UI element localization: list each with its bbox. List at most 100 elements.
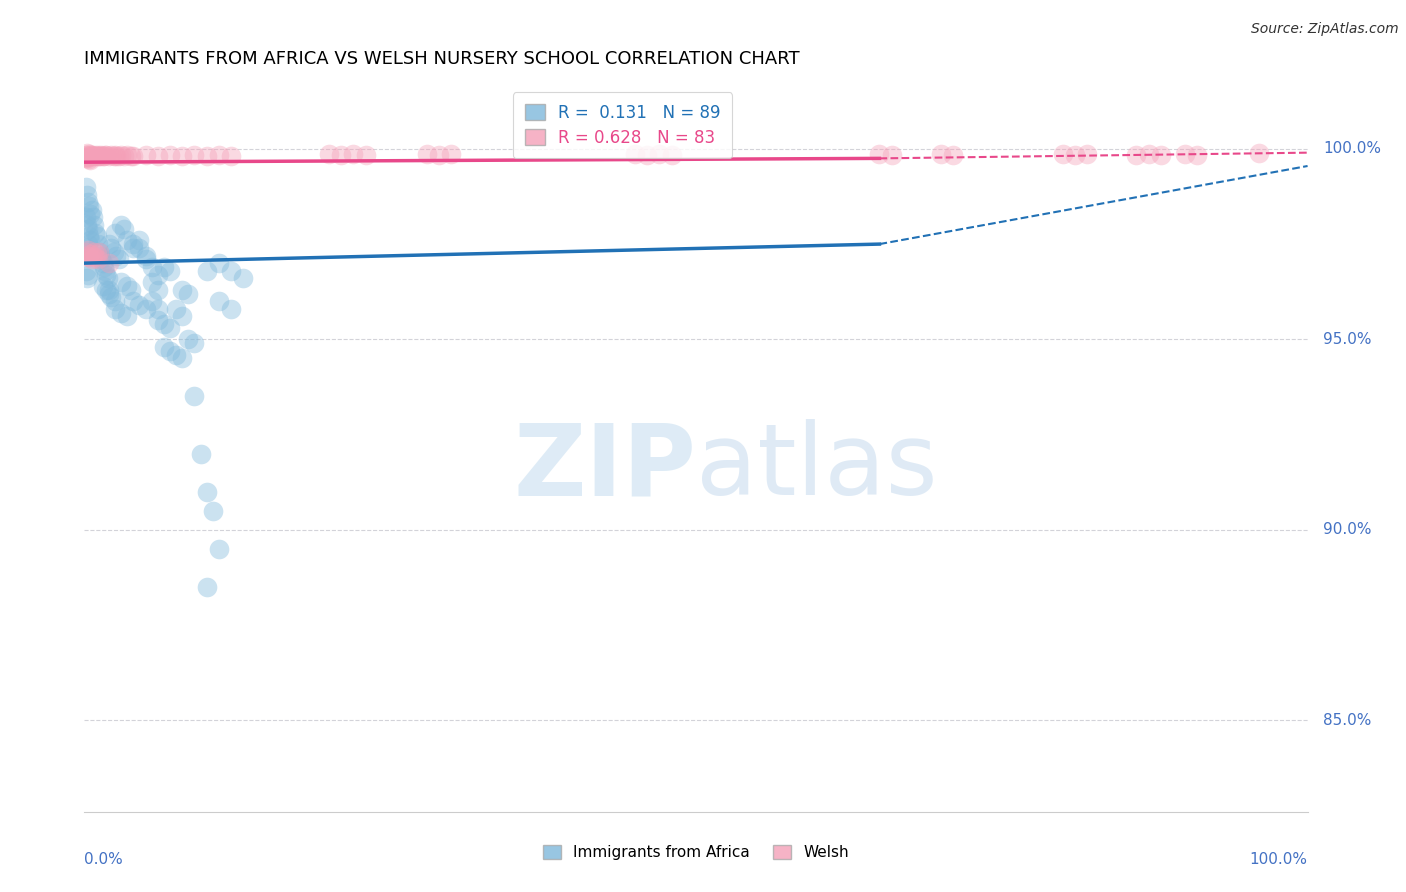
Point [90,148,112,162]
Point [219,149,242,163]
Point [146,268,169,282]
Point [107,149,129,163]
Point [76,271,98,285]
Point [75,147,97,161]
Point [128,233,150,247]
Point [87,244,110,259]
Point [79,246,101,260]
Point [869,147,891,161]
Text: atlas: atlas [696,419,938,516]
Point [624,147,647,161]
Text: 0.0%: 0.0% [84,852,124,867]
Point [110,148,132,162]
Point [427,148,450,162]
Point [172,310,194,324]
Point [79,153,101,167]
Point [110,275,132,289]
Point [83,218,105,232]
Point [122,237,145,252]
Point [77,195,100,210]
Point [153,317,176,331]
Point [97,271,120,285]
Point [141,275,163,289]
Point [91,149,114,163]
Point [77,150,100,164]
Point [87,244,110,259]
Point [177,332,200,346]
Point [219,301,242,316]
Point [91,279,114,293]
Point [79,233,101,247]
Point [636,148,658,162]
Point [96,268,118,282]
Point [87,149,110,163]
Point [159,321,181,335]
Point [97,256,120,270]
Point [195,264,218,278]
Point [82,248,104,262]
Point [107,252,129,267]
Point [110,218,132,232]
Point [83,149,105,163]
Point [82,211,104,225]
Point [104,301,127,316]
Point [77,147,100,161]
Point [83,244,105,259]
Point [354,148,377,162]
Text: IMMIGRANTS FROM AFRICA VS WELSH NURSERY SCHOOL CORRELATION CHART: IMMIGRANTS FROM AFRICA VS WELSH NURSERY … [84,50,800,68]
Text: 85.0%: 85.0% [1323,713,1372,728]
Point [90,252,112,267]
Point [94,148,117,162]
Point [128,298,150,312]
Point [141,260,163,274]
Point [75,211,97,225]
Point [103,244,125,259]
Point [80,148,103,162]
Point [100,148,122,162]
Point [76,248,98,262]
Point [120,149,142,163]
Point [86,149,108,163]
Point [128,241,150,255]
Point [84,226,107,240]
Point [208,148,231,162]
Point [104,147,127,161]
Point [97,149,120,163]
Point [135,148,157,162]
Point [100,241,122,255]
Point [96,283,118,297]
Point [201,504,224,518]
Point [318,147,340,161]
Point [177,286,200,301]
Point [159,148,181,162]
Point [195,580,218,594]
Point [97,286,120,301]
Point [1125,148,1147,162]
Point [208,541,231,556]
Point [195,484,218,499]
Point [76,218,98,232]
Point [146,301,169,316]
Point [141,294,163,309]
Point [76,146,98,161]
Point [76,187,98,202]
Point [1076,147,1098,161]
Point [172,149,194,163]
Point [75,241,97,255]
Point [87,252,110,267]
Point [79,206,101,220]
Point [87,237,110,252]
Point [115,148,138,162]
Point [77,268,100,282]
Point [929,147,952,161]
Point [190,447,212,461]
Point [89,248,111,262]
Point [135,301,157,316]
Point [105,149,128,163]
Text: ZIP: ZIP [513,419,696,516]
Point [153,340,176,354]
Point [232,271,254,285]
Point [77,237,100,252]
Point [79,148,101,162]
Text: 95.0%: 95.0% [1323,332,1372,347]
